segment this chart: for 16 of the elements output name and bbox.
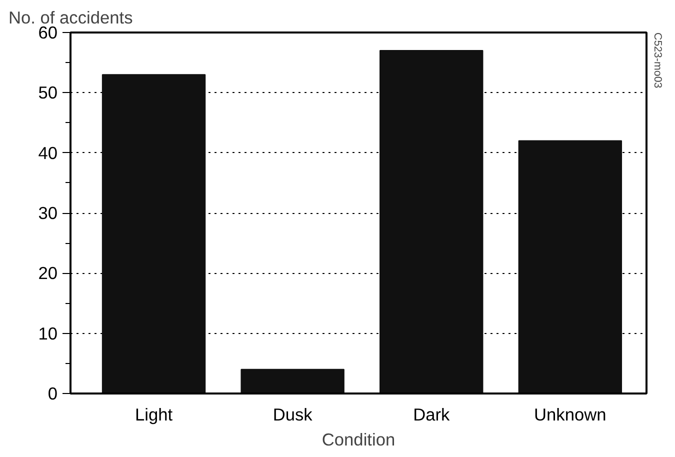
text: C523-mo03 bbox=[652, 32, 664, 88]
bar bbox=[240, 368, 344, 394]
y-tick-label: 40 bbox=[38, 142, 58, 163]
bar bbox=[380, 50, 484, 394]
y-tick-label: 50 bbox=[38, 82, 58, 103]
y-tick-label: 30 bbox=[38, 203, 58, 223]
x-tick-label: Unknown bbox=[534, 404, 606, 424]
y-tick-label: 20 bbox=[38, 263, 58, 284]
x-tick-label: Dark bbox=[413, 404, 450, 424]
x-tick-label: Dusk bbox=[272, 404, 313, 424]
y-tick-label: 10 bbox=[38, 323, 58, 344]
bar bbox=[102, 74, 206, 394]
x-axis-title: Condition bbox=[322, 430, 396, 450]
y-tick-label: 0 bbox=[48, 384, 58, 404]
bar bbox=[518, 140, 622, 394]
x-tick-label: Light bbox=[134, 404, 173, 424]
